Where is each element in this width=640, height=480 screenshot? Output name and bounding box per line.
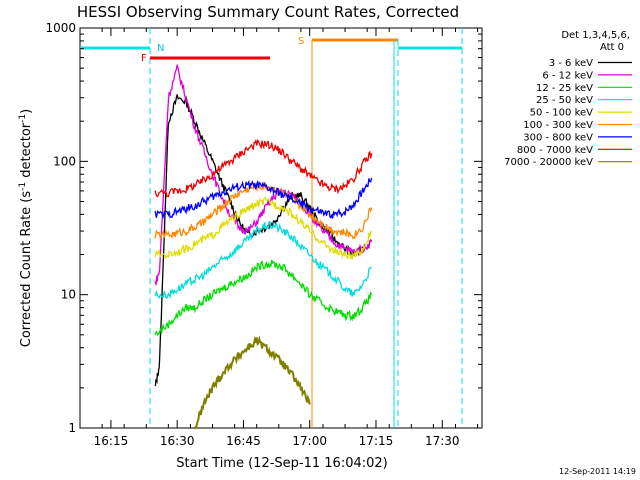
series-group — [154, 64, 373, 430]
series-line-5 — [154, 181, 373, 242]
attenuator-indicators: F N S — [80, 28, 463, 428]
legend-label: 6 - 12 keV — [542, 70, 593, 81]
legend-label: 300 - 800 keV — [523, 132, 593, 143]
y-tick-label: 1000 — [45, 21, 76, 35]
x-axis: 16:15 16:30 16:45 17:00 17:15 17:30 — [79, 28, 479, 448]
legend-label: 100 - 300 keV — [523, 120, 593, 131]
legend-label: 25 - 50 keV — [536, 95, 593, 106]
y-axis-label: Corrected Count Rate (s-1 detector-1) — [18, 109, 34, 347]
series-line-4 — [154, 196, 373, 261]
annotation-s: S — [298, 36, 304, 47]
chart-title: HESSI Observing Summary Count Rates, Cor… — [77, 3, 459, 21]
annotation-f: F — [141, 53, 147, 64]
legend-label: 50 - 100 keV — [530, 108, 594, 119]
legend-label: 12 - 25 keV — [536, 83, 593, 94]
date-stamp: 12-Sep-2011 14:19 — [559, 467, 636, 476]
x-tick-label: 16:45 — [226, 434, 261, 448]
legend-label: 800 - 7000 keV — [517, 145, 593, 156]
x-tick-label: 17:15 — [359, 434, 394, 448]
legend-header-2: Att 0 — [600, 42, 624, 53]
series-line-0 — [154, 94, 373, 387]
plot-frame — [79, 27, 483, 429]
y-tick-label: 1 — [68, 421, 76, 435]
series-line-6 — [154, 177, 373, 220]
series-line-2 — [154, 259, 373, 337]
x-tick-label: 17:30 — [425, 434, 460, 448]
legend-label: 7000 - 20000 keV — [504, 157, 593, 168]
legend-label: 3 - 6 keV — [549, 58, 593, 69]
series-line-8 — [194, 335, 311, 430]
legend-header-1: Det 1,3,4,5,6, — [561, 30, 630, 41]
series-line-7 — [154, 138, 373, 198]
series-line-1 — [154, 64, 373, 286]
series-line-3 — [154, 220, 372, 300]
x-axis-label: Start Time (12-Sep-11 16:04:02) — [176, 456, 387, 471]
x-tick-label: 16:30 — [160, 434, 195, 448]
x-tick-label: 17:00 — [292, 434, 327, 448]
y-axis: 1 10 100 1000 — [45, 21, 482, 435]
y-tick-label: 10 — [61, 288, 76, 302]
annotation-n: N — [157, 43, 164, 54]
y-tick-label: 100 — [53, 154, 76, 168]
x-tick-label: 16:15 — [94, 434, 129, 448]
